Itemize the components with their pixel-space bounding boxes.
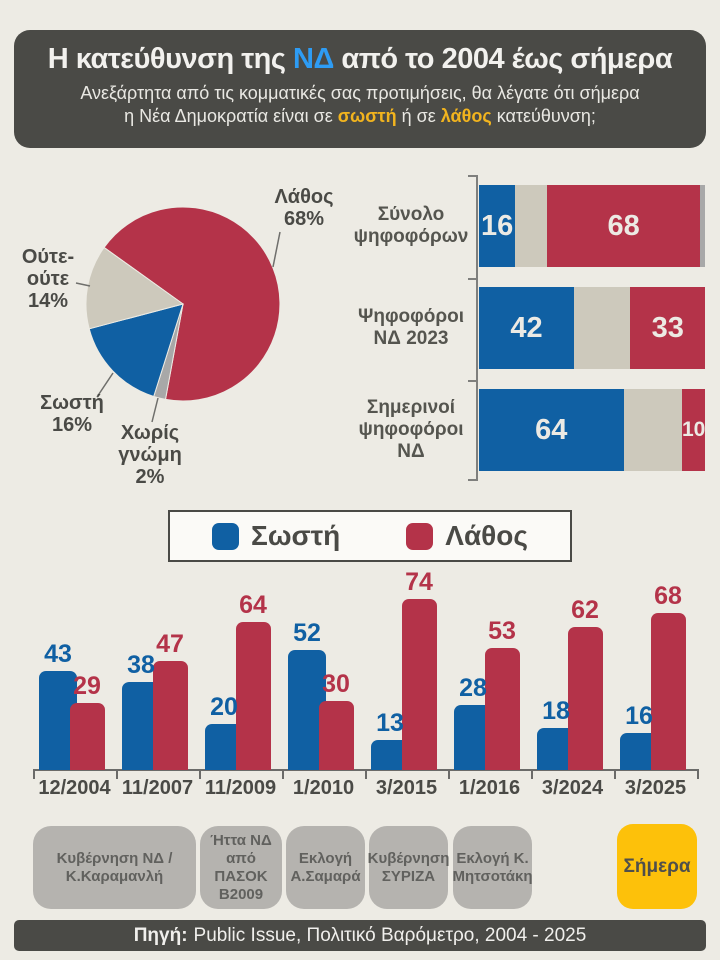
hbar-segment-sosti: 64 [479,389,624,471]
x-axis-tick [531,769,533,779]
pie-slice-oute [85,246,185,330]
bar-value-lathos: 53 [488,617,516,645]
leader-line-xoris [151,397,159,423]
pie-chart [75,206,281,423]
bar-value-lathos: 74 [405,568,433,596]
x-axis-label: 1/2010 [292,777,355,799]
leader-line-oute [75,282,91,287]
title-nd-highlight: ΝΔ [293,43,334,75]
hbar-row: 42 33 [479,287,705,369]
x-axis-tick [365,769,367,779]
hbar-value-label: 64 [535,413,568,446]
hbar-axis-tick [468,479,476,481]
x-axis-tick [116,769,118,779]
hbar-value-label: 10 [682,418,706,441]
hbar-row: 64 10 [479,389,705,471]
bar-value-sosti: 18 [542,697,570,725]
bar-lathos-11/2007 [153,661,188,770]
legend-item-sosti: Σωστή [212,520,340,552]
leader-line-sosti [96,372,114,398]
pie-label-xoris: Χωρίς γνώμη 2% [118,422,182,488]
hbar-axis-line [476,175,478,481]
x-axis-label: 1/2016 [458,777,521,799]
hbar-value-label: 68 [607,209,640,242]
hbar-segment-sosti: 42 [479,287,574,369]
pie-label-lathos: Λάθος 68% [274,186,334,230]
x-axis-label: 3/2025 [624,777,687,799]
bar-value-sosti: 38 [127,651,155,679]
legend-item-lathos: Λάθος [406,520,528,552]
hbar-value-label: 33 [651,311,684,344]
hbar-axis-tick [468,278,476,280]
x-axis-tick [33,769,35,779]
hbar-row: 16 68 [479,185,705,267]
legend-swatch-blue [212,522,240,550]
subtitle: Ανεξάρτητα από τις κομματικές σας προτιμ… [80,83,640,126]
x-axis-tick [282,769,284,779]
x-axis-tick [448,769,450,779]
note-karamanlis: Κυβέρνηση ΝΔ / Κ.Καραμανλή [33,826,196,909]
bar-value-sosti: 43 [44,640,72,668]
leader-line-lathos [272,231,281,268]
chart-legend: Σωστή Λάθος [168,510,572,562]
hbar-segment-xoris [700,185,705,267]
bar-lathos-3/2025 [651,613,686,770]
x-axis-label: 3/2024 [541,777,604,799]
hbar-segment-oute [623,389,683,471]
bar-value-sosti: 20 [210,693,238,721]
hbar-segment-lathos: 33 [630,287,705,369]
hbar-category-label: Ψηφοφόροι ΝΔ 2023 [357,306,464,349]
hbar-value-label: 42 [510,311,543,344]
note-mitsotakis: Εκλογή Κ. Μητσοτάκη [453,826,532,909]
source-label: Πηγή: [133,924,188,946]
bar-value-sosti: 28 [459,674,487,702]
bar-value-sosti: 16 [625,702,653,730]
pie-label-sosti: Σωστή 16% [40,392,104,436]
page-title: Η κατεύθυνση της ΝΔ από το 2004 έως σήμε… [47,43,673,75]
note-syriza: Κυβέρνηση ΣΥΡΙΖΑ [368,826,449,909]
bar-lathos-11/2009 [236,622,271,770]
hbar-value-label: 16 [480,209,514,242]
bar-lathos-1/2016 [485,648,520,770]
bar-lathos-1/2010 [319,701,354,770]
note-itta-pasok: Ήττα ΝΔ από ΠΑΣΟΚ Β2009 [200,826,282,909]
x-axis-label: 11/2007 [121,777,194,799]
x-axis-tick [614,769,616,779]
x-axis-label: 12/2004 [38,777,111,799]
hbar-category-label: Σημερινοί ψηφοφόροι ΝΔ [358,397,464,462]
hbar-segment-lathos: 10 [682,389,705,471]
pie-label-oute: Ούτε-ούτε 14% [21,246,75,312]
bar-value-sosti: 52 [293,619,321,647]
hbar-axis-tick [468,380,476,382]
pie-slice-sosti [88,303,184,398]
hbar-category-label: Σύνολο ψηφοφόρων [353,204,469,247]
hbar-segment-sosti: 16 [479,185,516,267]
header-panel: Η κατεύθυνση της ΝΔ από το 2004 έως σήμε… [14,30,706,148]
bar-lathos-3/2015 [402,599,437,770]
hbar-segment-oute [515,185,547,267]
pie-slice-lathos [103,206,281,402]
bar-value-sosti: 13 [376,709,404,737]
hbar-segment-lathos: 68 [546,185,701,267]
legend-swatch-red [406,522,434,550]
note-samaras: Εκλογή Α.Σαμαρά [286,826,365,909]
note-today: Σήμερα [617,824,697,909]
bar-value-lathos: 62 [571,596,599,624]
hbar-segment-oute [573,287,631,369]
bar-lathos-12/2004 [70,703,105,770]
bar-value-lathos: 68 [654,582,682,610]
bar-value-lathos: 29 [73,672,101,700]
x-axis-label: 11/2009 [204,777,277,799]
hbar-axis-tick [468,175,476,177]
x-axis-tick [199,769,201,779]
bar-value-lathos: 47 [156,630,184,658]
bar-value-lathos: 30 [322,670,350,698]
bar-lathos-3/2024 [568,627,603,770]
source-bar: Πηγή: Public Issue, Πολιτικό Βαρόμετρο, … [14,920,706,951]
x-axis-tick [697,769,699,779]
x-axis-label: 3/2015 [375,777,438,799]
bar-value-lathos: 64 [239,591,267,619]
source-text: Public Issue, Πολιτικό Βαρόμετρο, 2004 -… [193,924,587,946]
